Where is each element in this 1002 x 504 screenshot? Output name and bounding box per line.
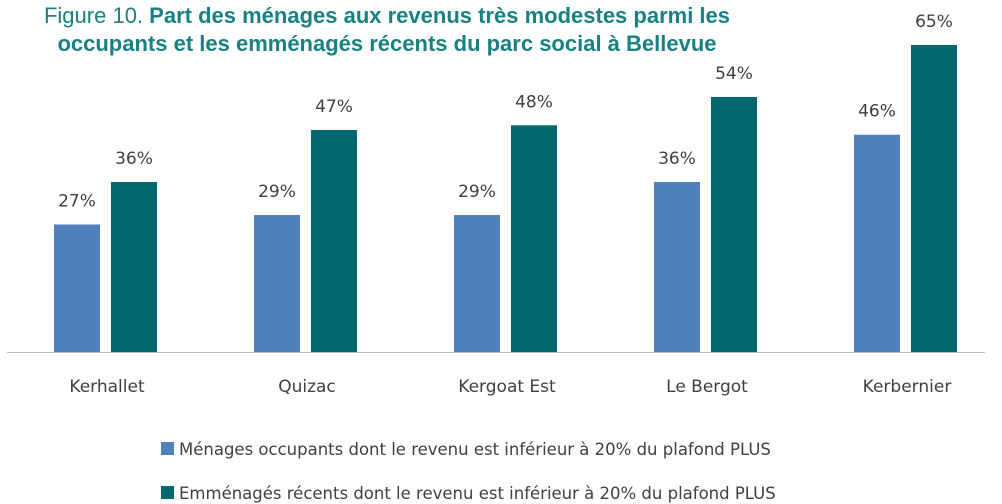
x-tick-label: Kerbernier bbox=[863, 377, 952, 397]
title-text: Part des ménages aux revenus très modest… bbox=[57, 3, 731, 56]
bar bbox=[54, 224, 100, 352]
data-label: 29% bbox=[258, 182, 296, 202]
bar bbox=[654, 181, 700, 352]
bar bbox=[911, 45, 957, 352]
bar bbox=[454, 215, 500, 352]
data-label: 46% bbox=[858, 102, 896, 122]
data-label: 47% bbox=[315, 97, 353, 117]
x-tick-label: Kerhallet bbox=[69, 377, 145, 397]
data-label: 65% bbox=[915, 12, 953, 32]
legend-swatch bbox=[161, 442, 174, 455]
data-label: 54% bbox=[715, 64, 753, 84]
x-tick-label: Kergoat Est bbox=[458, 377, 556, 397]
bar bbox=[311, 130, 357, 352]
bar bbox=[254, 215, 300, 352]
bar bbox=[711, 96, 757, 352]
chart-title: Figure 10. Part des ménages aux revenus … bbox=[0, 2, 782, 58]
legend-label: Ménages occupants dont le revenu est inf… bbox=[179, 440, 771, 459]
x-tick-label: Quizac bbox=[278, 377, 336, 397]
data-label: 29% bbox=[458, 182, 496, 202]
bar bbox=[511, 125, 557, 353]
bar bbox=[854, 134, 900, 352]
figure-label: Figure 10. bbox=[43, 3, 144, 28]
bar bbox=[111, 181, 157, 352]
data-label: 36% bbox=[115, 149, 153, 169]
data-label: 48% bbox=[515, 92, 553, 112]
data-label: 36% bbox=[658, 149, 696, 169]
legend-swatch bbox=[161, 486, 174, 499]
legend-label: Emménagés récents dont le revenu est inf… bbox=[179, 484, 776, 503]
x-tick-label: Le Bergot bbox=[666, 377, 748, 397]
data-label: 27% bbox=[58, 191, 96, 211]
